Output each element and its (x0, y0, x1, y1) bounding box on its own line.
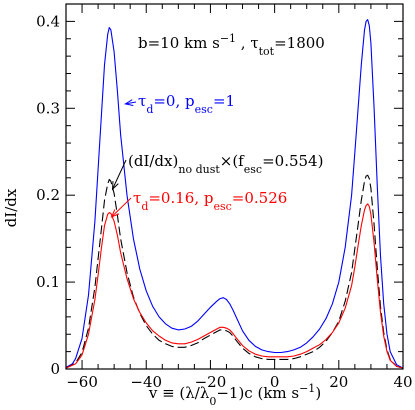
y-tick-label: 0.3 (36, 99, 60, 117)
x-tick-label: 20 (329, 373, 348, 391)
y-tick-label: 0 (50, 360, 60, 378)
plot-frame (65, 3, 404, 370)
series-layer (65, 19, 404, 369)
annotation-black-series: (dI/dx)no dust×(fesc=0.554) (128, 152, 323, 176)
y-tick-label: 0.1 (36, 273, 60, 291)
y-tick-label: 0.2 (36, 186, 60, 204)
y-tick-label: 0.4 (36, 12, 60, 30)
ticks-layer: −60 −40 −20 0 20 40 0 0.1 0.2 0.3 0.4 (36, 3, 413, 391)
y-axis-title: dI/dx (2, 188, 20, 227)
x-tick-label: 40 (393, 373, 412, 391)
blue-annotation-arrow (124, 99, 137, 107)
x-tick-label: −60 (66, 373, 98, 391)
black-annotation-arrow (111, 159, 127, 191)
series-line-0 (65, 19, 404, 369)
x-tick-label: −20 (195, 373, 227, 391)
red-annotation-arrow (110, 197, 132, 218)
annotation-red-series: τd=0.16, pesc=0.526 (133, 189, 287, 213)
annotation-pointers (110, 99, 137, 218)
annotation-params: b=10 km s−1 , τtot=1800 (138, 32, 325, 58)
x-tick-label: 0 (270, 373, 280, 391)
x-axis-title: v ≡ (λ/λ0−1)c (km s−1) (148, 382, 321, 408)
series-line-2 (65, 203, 404, 369)
series-line-1 (65, 174, 404, 369)
annotation-blue-series: τd=0, pesc=1 (138, 92, 235, 116)
x-tick-label: −40 (130, 373, 162, 391)
